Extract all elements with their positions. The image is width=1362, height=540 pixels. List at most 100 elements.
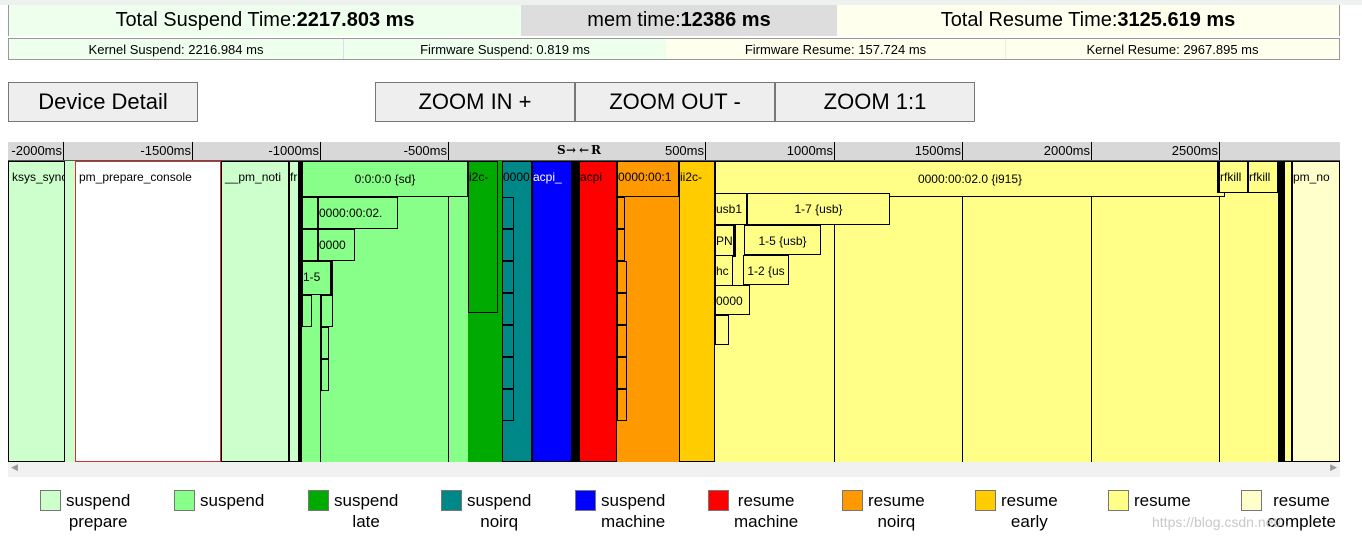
grid-line [834,161,835,462]
legend-label: suspend [200,491,265,510]
device-bar[interactable] [617,261,627,293]
tick-label: -2000ms [8,142,64,160]
device-bar[interactable]: 1-5 [302,261,333,295]
suspend-marker: S [557,143,566,157]
device-bar[interactable]: pm_no [1292,161,1340,462]
device-bar[interactable]: ksys_sync [8,161,65,462]
total-resume-time: Total Resume Time: 3125.619 ms [837,5,1339,36]
device-bar[interactable] [302,295,312,327]
device-bar[interactable] [302,197,318,229]
device-bar[interactable] [1284,161,1292,462]
firmware-resume: Firmware Resume: 157.724 ms [666,39,1006,59]
legend-label: suspend prepare [66,491,131,531]
device-bar[interactable] [715,315,729,345]
grid-line [448,161,449,462]
legend-item: resume [1108,490,1191,511]
legend-swatch [174,490,195,511]
tick-label: -500ms [321,142,449,160]
legend-swatch [40,490,61,511]
device-bar[interactable] [302,229,318,261]
device-bar[interactable] [617,197,625,229]
device-bar[interactable]: i2c- [468,161,498,313]
device-bar[interactable]: rfkill [1248,161,1278,193]
device-bar[interactable]: rfkill [1217,161,1248,193]
device-bar[interactable] [502,293,514,325]
device-bar[interactable] [617,389,627,421]
device-bar[interactable]: 1-7 {usb} [747,193,890,225]
tick-label: 2000ms [963,142,1092,160]
legend-swatch [842,490,863,511]
device-bar[interactable]: ii2c- [679,161,715,462]
device-bar[interactable]: usb1 [715,193,747,225]
mem-time: mem time: 12386 ms [521,5,837,36]
device-bar[interactable] [502,325,514,357]
device-bar[interactable]: 0000 [715,285,750,315]
grid-line [962,161,963,462]
device-bar[interactable]: 0000 [318,229,355,261]
legend-item: resume early [975,490,1058,532]
legend-label: suspend machine [601,491,666,531]
legend-label: suspend noirq [467,491,532,531]
device-bar[interactable]: 1-2 {us [743,255,789,285]
legend-item: suspend [174,490,264,511]
device-bar[interactable] [321,359,329,391]
device-bar[interactable]: PN [715,225,736,257]
page-top-edge [0,0,1362,5]
device-bar[interactable]: 0000:00:02. [318,197,398,229]
device-bar[interactable] [502,197,514,229]
timeline-chart[interactable]: -2000ms -1500ms -1000ms -500ms 500ms 100… [8,142,1340,462]
device-bar[interactable] [502,229,514,261]
device-bar[interactable]: acpi [579,161,617,462]
summary-totals: Total Suspend Time: 2217.803 ms mem time… [8,5,1340,36]
legend-item: suspend noirq [441,490,531,532]
legend-item: resume complete [1241,490,1336,532]
device-bar[interactable] [321,327,329,359]
grid-line [1091,161,1092,462]
device-bar[interactable] [321,295,333,327]
device-bar[interactable]: __pm_noti [221,161,289,462]
scroll-right-icon[interactable]: ▶ [1330,462,1337,472]
legend-swatch [708,490,729,511]
device-bar[interactable]: 0000:00:1 [617,161,679,197]
device-bar[interactable] [502,261,514,293]
suspend-arrow: → [566,143,577,157]
zoom-in-button[interactable]: ZOOM IN + [375,82,575,122]
tick-label: 1000ms [706,142,835,160]
device-bar[interactable] [298,161,302,462]
device-bar[interactable] [617,357,627,389]
device-bar[interactable] [502,357,514,389]
phase-resume-noirq [617,161,679,462]
timeline-scrollbar[interactable]: ◀ ▶ [8,462,1340,477]
resume-arrow: ← [579,143,590,157]
phase-firmware-gap [572,161,579,462]
device-bar[interactable]: 0000:00:02.0 {i915} [715,161,1225,197]
tick-label: -1500ms [64,142,193,160]
device-bar[interactable]: 0:0:0:0 {sd} [302,161,468,197]
zoom-out-button[interactable]: ZOOM OUT - [575,82,775,122]
kernel-resume: Kernel Resume: 2967.895 ms [1006,39,1339,59]
resume-marker: R [591,143,601,157]
device-bar[interactable] [502,389,514,421]
legend-swatch [575,490,596,511]
device-bar[interactable]: 1-5 {usb} [744,225,821,255]
device-bar[interactable] [617,325,627,357]
legend-item: resume machine [708,490,798,532]
device-bar[interactable] [617,229,625,261]
legend-label: resume early [1001,491,1058,531]
zoom-reset-button[interactable]: ZOOM 1:1 [775,82,975,122]
tick-label: -1000ms [193,142,321,160]
device-detail-button[interactable]: Device Detail [8,82,198,122]
device-bar[interactable] [1278,161,1284,462]
legend-item: suspend machine [575,490,665,532]
device-bar[interactable] [617,293,627,325]
legend-swatch [1241,490,1262,511]
scroll-left-icon[interactable]: ◀ [11,462,18,472]
device-bar[interactable]: hc [715,255,733,287]
device-bar[interactable]: pm_prepare_console [75,161,221,462]
legend-label: suspend late [334,491,399,531]
tick-label: 2500ms [1092,142,1220,160]
legend-label: resume noirq [868,491,925,531]
device-bar[interactable]: acpi_ [532,161,572,462]
legend-item: resume noirq [842,490,925,532]
grid-line [1219,161,1220,462]
